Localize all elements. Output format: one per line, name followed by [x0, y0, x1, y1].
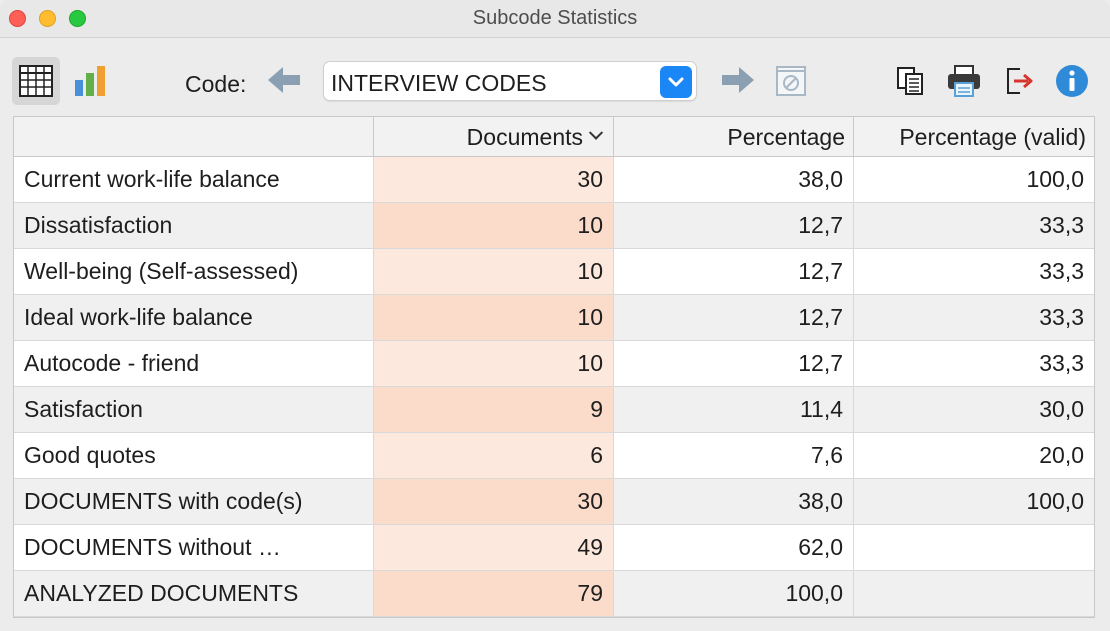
column-header-documents[interactable]: Documents [374, 117, 614, 157]
row-code-name: Current work-life balance [14, 157, 374, 202]
row-percentage-valid-value: 100,0 [1026, 166, 1084, 192]
printer-icon [948, 65, 980, 97]
copy-icon [897, 67, 923, 95]
row-percentage-valid-value [854, 571, 1094, 616]
table-row[interactable]: Dissatisfaction 10 12,7 33,3 [14, 203, 1094, 249]
export-button[interactable] [1000, 61, 1040, 101]
row-percentage-valid-value: 30,0 [1039, 396, 1084, 422]
row-code-name: Dissatisfaction [14, 203, 374, 248]
table-row[interactable]: Ideal work-life balance 10 12,7 33,3 [14, 295, 1094, 341]
row-code-name: Well-being (Self-assessed) [14, 249, 374, 294]
close-window-button[interactable] [9, 10, 26, 27]
copy-button[interactable] [890, 61, 930, 101]
code-select-dropdown-button[interactable] [660, 66, 692, 98]
row-documents-value: 79 [374, 571, 614, 616]
code-select-value: INTERVIEW CODES [331, 70, 547, 96]
row-documents-value: 30 [374, 157, 614, 202]
row-documents-value: 30 [374, 479, 614, 524]
row-documents-value: 9 [374, 387, 614, 432]
window-title: Subcode Statistics [472, 7, 638, 29]
table-body: Current work-life balance 30 38,0 100,0 … [14, 157, 1094, 617]
row-documents-value: 10 [374, 203, 614, 248]
row-percentage-value: 38,0 [614, 157, 854, 202]
row-percentage-valid-value: 20,0 [1039, 442, 1084, 468]
column-header-percentage[interactable]: Percentage [614, 117, 854, 157]
column-header-percentage-valid[interactable]: Percentage (valid) [899, 123, 1086, 150]
row-documents-value: 10 [374, 341, 614, 386]
row-percentage-valid-value: 33,3 [1039, 350, 1084, 376]
table-grid-icon [19, 65, 53, 97]
filter-clear-icon [776, 66, 806, 96]
row-documents-value: 10 [374, 295, 614, 340]
next-code-button[interactable] [718, 61, 758, 99]
column-header-code[interactable] [14, 117, 374, 157]
row-percentage-value: 7,6 [614, 433, 854, 478]
column-header-documents-label: Documents [466, 123, 583, 150]
table-row[interactable]: Current work-life balance 30 38,0 100,0 [14, 157, 1094, 203]
row-percentage-value: 12,7 [614, 249, 854, 294]
row-percentage-valid-value: 33,3 [1039, 258, 1084, 284]
row-code-name: ANALYZED DOCUMENTS [14, 571, 374, 616]
info-icon [1056, 65, 1088, 97]
table-row[interactable]: ANALYZED DOCUMENTS 79 100,0 [14, 571, 1094, 617]
row-code-name: Good quotes [14, 433, 374, 478]
previous-code-button[interactable] [264, 61, 304, 99]
row-documents-value: 10 [374, 249, 614, 294]
row-percentage-value: 12,7 [614, 203, 854, 248]
table-row[interactable]: DOCUMENTS with code(s) 30 38,0 100,0 [14, 479, 1094, 525]
arrow-left-icon [268, 67, 300, 93]
table-row[interactable]: Autocode - friend 10 12,7 33,3 [14, 341, 1094, 387]
row-percentage-value: 11,4 [614, 387, 854, 432]
minimize-window-button[interactable] [39, 10, 56, 27]
row-percentage-value: 12,7 [614, 341, 854, 386]
table-view-button[interactable] [12, 57, 60, 105]
row-code-name: Satisfaction [14, 387, 374, 432]
table-header: Documents Percentage Percentage (valid) [14, 117, 1094, 157]
row-percentage-value: 62,0 [614, 525, 854, 570]
row-code-name: Autocode - friend [14, 341, 374, 386]
row-documents-value: 6 [374, 433, 614, 478]
table-row[interactable]: Good quotes 6 7,6 20,0 [14, 433, 1094, 479]
sort-descending-icon [588, 125, 604, 140]
maximize-window-button[interactable] [69, 10, 86, 27]
toolbar: Code: INTERVIEW CODES [0, 39, 1110, 113]
row-percentage-valid-value: 33,3 [1039, 304, 1084, 330]
table-row[interactable]: Satisfaction 9 11,4 30,0 [14, 387, 1094, 433]
chevron-down-icon [668, 77, 684, 87]
arrow-right-icon [722, 67, 754, 93]
row-code-name: DOCUMENTS with code(s) [14, 479, 374, 524]
statistics-table: Documents Percentage Percentage (valid) … [13, 116, 1095, 618]
row-code-name: Ideal work-life balance [14, 295, 374, 340]
bar-chart-icon [75, 66, 105, 96]
row-percentage-value: 100,0 [614, 571, 854, 616]
export-icon [1007, 68, 1033, 94]
table-row[interactable]: DOCUMENTS without … 49 62,0 [14, 525, 1094, 571]
clear-filter-button[interactable] [773, 63, 809, 99]
row-percentage-valid-value [854, 525, 1094, 570]
table-row[interactable]: Well-being (Self-assessed) 10 12,7 33,3 [14, 249, 1094, 295]
title-bar: Subcode Statistics [0, 0, 1110, 38]
row-percentage-value: 38,0 [614, 479, 854, 524]
row-percentage-value: 12,7 [614, 295, 854, 340]
code-select[interactable]: INTERVIEW CODES [323, 61, 697, 101]
info-button[interactable] [1052, 61, 1092, 101]
chart-view-button[interactable] [68, 57, 112, 105]
row-percentage-valid-value: 100,0 [1026, 488, 1084, 514]
print-button[interactable] [942, 59, 986, 103]
row-documents-value: 49 [374, 525, 614, 570]
row-code-name: DOCUMENTS without … [14, 525, 374, 570]
row-percentage-valid-value: 33,3 [1039, 212, 1084, 238]
code-label: Code: [185, 71, 247, 97]
